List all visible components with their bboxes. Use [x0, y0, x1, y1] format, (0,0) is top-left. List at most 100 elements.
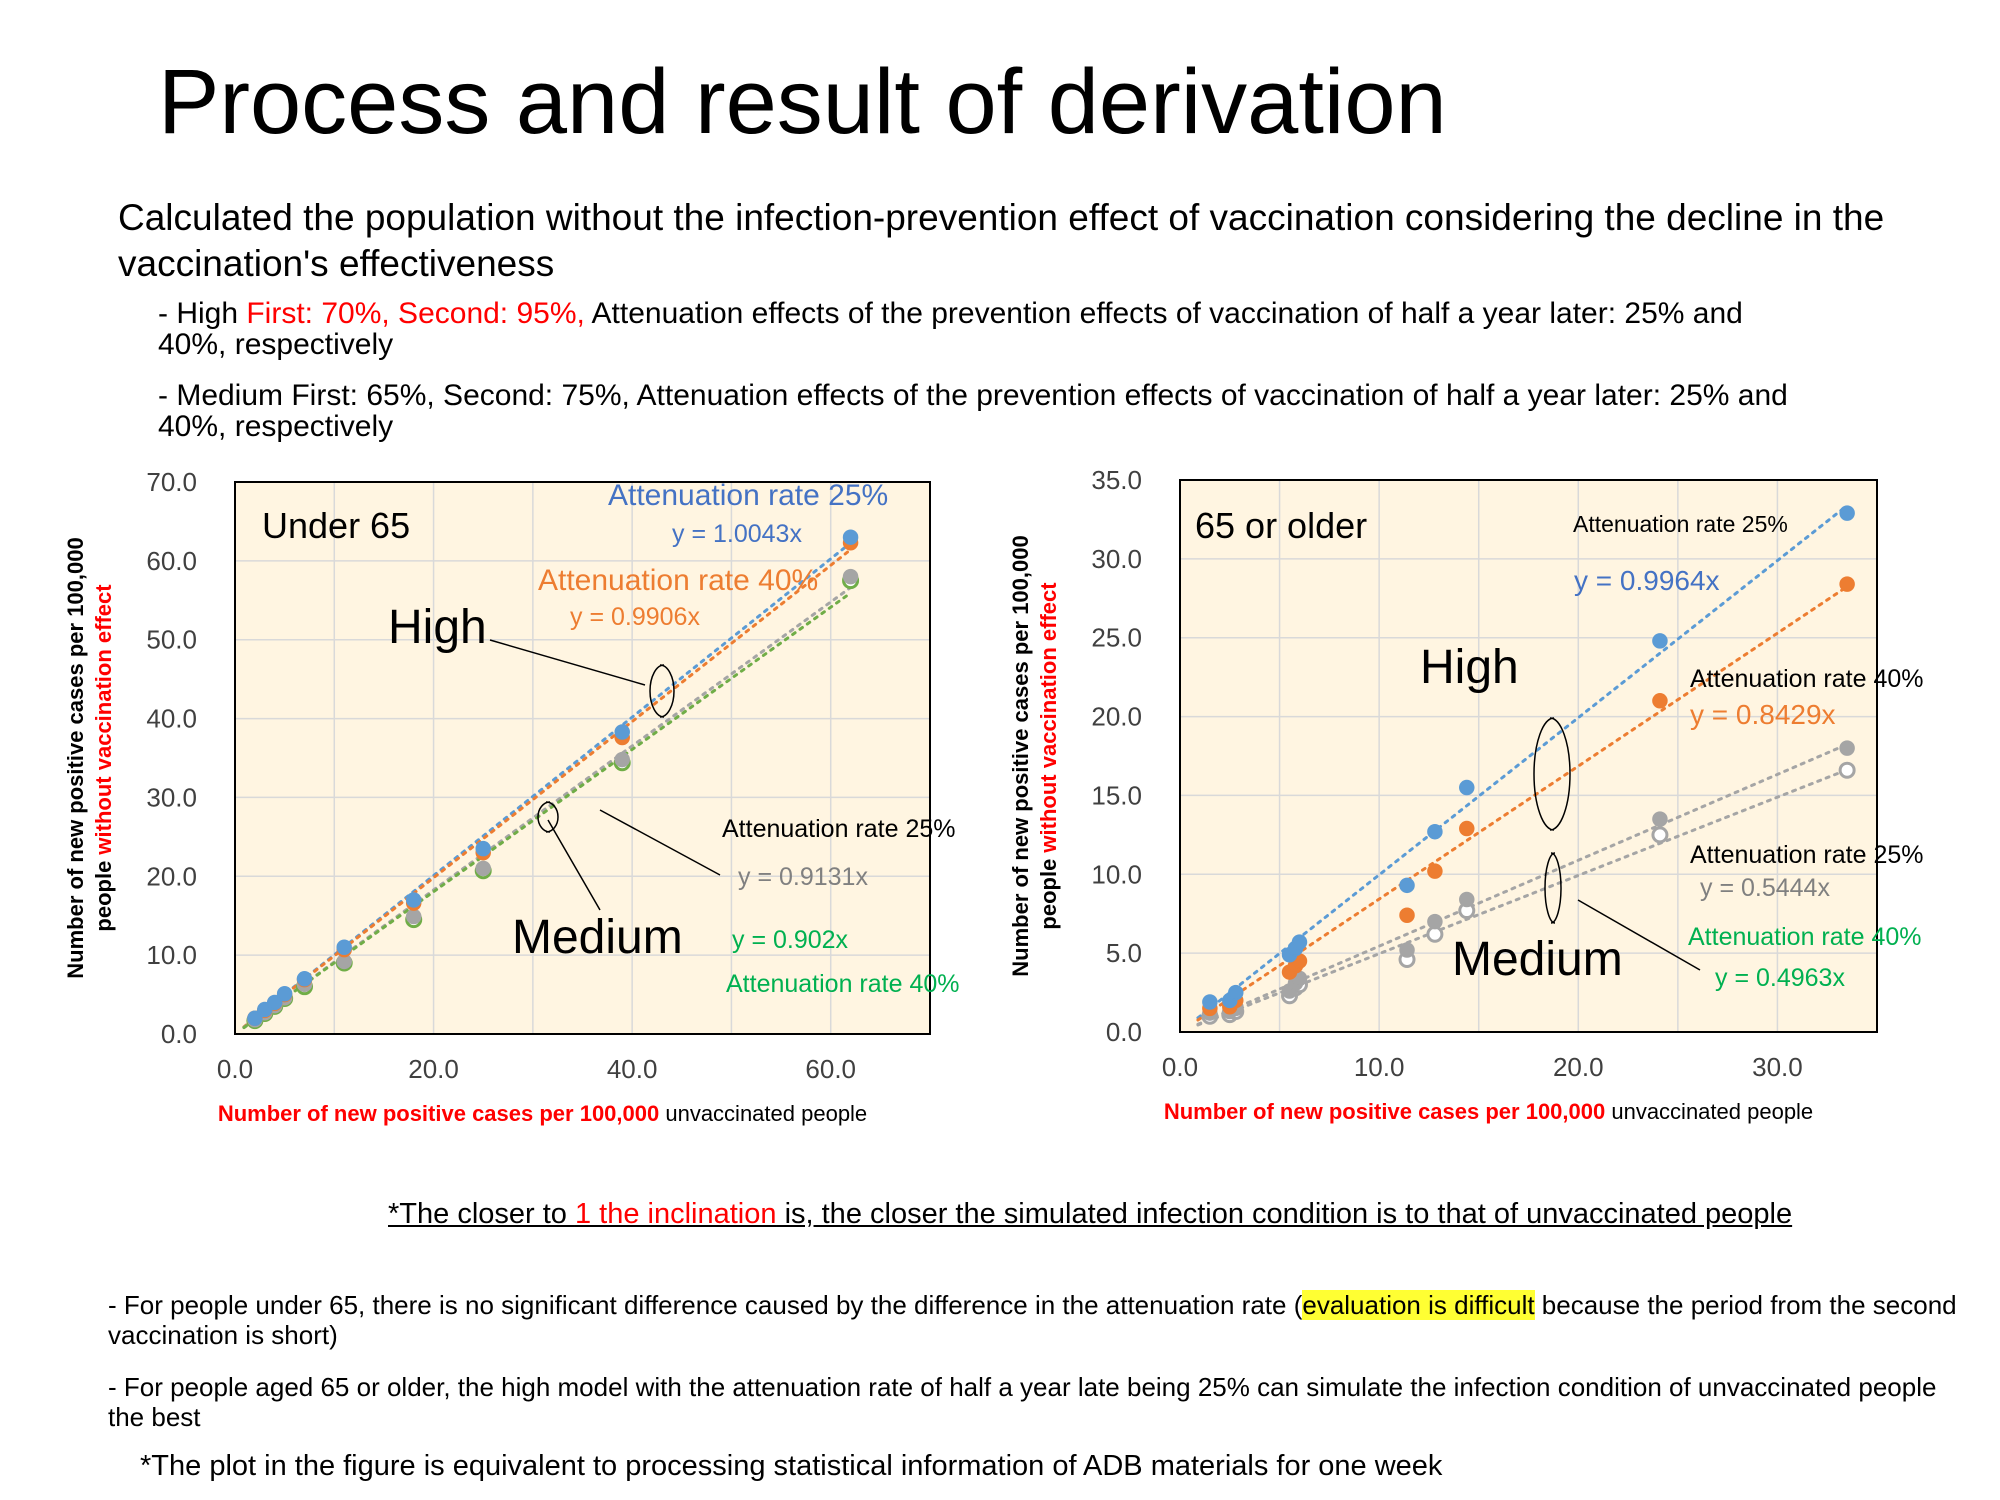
trendline-med40	[242, 591, 853, 1030]
data-point-med25	[475, 860, 491, 877]
trendline-high25	[1196, 504, 1849, 1020]
group-label-high: High	[388, 601, 487, 654]
y-tick-label: 25.0	[1091, 623, 1142, 653]
x-tick-label: 60.0	[805, 1054, 856, 1084]
slope-note-emphasis: 1 the inclination	[574, 1198, 777, 1230]
bullet-high-pre: - High	[158, 297, 247, 330]
bullet-high: - High First: 70%, Second: 95%, Attenuat…	[158, 298, 1818, 360]
x-tick-label: 20.0	[408, 1054, 459, 1084]
data-point-high25	[1459, 779, 1475, 796]
y-axis-title-line1: Number of new positive cases per 100,000	[1008, 535, 1033, 976]
annotation-leader	[489, 639, 646, 686]
y-tick-label: 15.0	[1091, 780, 1142, 810]
plot-border	[1179, 479, 1878, 1033]
trend-equation-med25: y = 0.9131x	[738, 863, 868, 891]
observation-65-or-older: - For people aged 65 or older, the high …	[108, 1372, 1937, 1432]
slope-note: *The closer to 1 the inclination is, the…	[388, 1198, 1792, 1231]
annotation-bracket	[1544, 852, 1556, 924]
annotation-bracket	[537, 801, 551, 833]
data-point-med25	[1399, 942, 1415, 958]
data-point-high25	[1202, 994, 1218, 1010]
slope-note-pre: *The closer to	[388, 1198, 575, 1230]
data-point-high25	[614, 724, 630, 740]
series-label-med40: Attenuation rate 40%	[1688, 923, 1922, 951]
series-label-high40: Attenuation rate 40%	[1690, 665, 1924, 693]
page-subtitle: Calculated the population without the in…	[118, 197, 1885, 284]
data-point-high40	[1399, 907, 1415, 924]
annotation-bracket	[1549, 717, 1571, 831]
y-tick-label: 10.0	[1091, 859, 1142, 889]
y-axis-title-line2-start: people	[91, 855, 116, 932]
annotation-bracket	[545, 801, 559, 833]
slope-note-post: is, the closer the simulated infection c…	[776, 1198, 1793, 1230]
data-point-med25	[614, 751, 630, 768]
series-label-med40: Attenuation rate 40%	[726, 970, 960, 998]
data-point-med25	[1427, 913, 1443, 930]
y-tick-label: 0.0	[1106, 1017, 1142, 1047]
data-point-high25	[296, 971, 313, 987]
x-axis-title-emphasis: Number of new positive cases per 100,000	[1164, 1099, 1605, 1124]
data-point-med25	[1652, 811, 1668, 827]
data-point-high25	[405, 892, 422, 908]
observation-under-65-pre: - For people under 65, there is no signi…	[108, 1290, 1303, 1320]
y-axis-title-line1: Number of new positive cases per 100,000	[63, 537, 88, 978]
x-tick-label: 10.0	[1354, 1052, 1405, 1082]
data-point-med40	[1651, 826, 1669, 844]
data-point-high40	[1427, 863, 1443, 879]
x-axis-title: Number of new positive cases per 100,000…	[1164, 1099, 1813, 1124]
group-label-high: High	[1420, 641, 1519, 694]
bullet-medium: - Medium First: 65%, Second: 75%, Attenu…	[158, 379, 1788, 443]
y-axis-title: Number of new positive cases per 100,000…	[1008, 535, 1061, 976]
x-axis-title-emphasis: Number of new positive cases per 100,000	[218, 1101, 659, 1126]
data-point-high40	[1652, 693, 1668, 709]
y-tick-label: 0.0	[161, 1019, 197, 1049]
y-tick-label: 70.0	[146, 467, 197, 497]
series-label-high40: Attenuation rate 40%	[538, 564, 818, 597]
y-tick-label: 20.0	[146, 861, 197, 891]
trend-equation-high40: y = 0.8429x	[1690, 699, 1836, 730]
observation-highlight: evaluation is difficult	[1302, 1290, 1535, 1320]
observation-under-65-post: because the period from the second vacci…	[108, 1290, 1957, 1350]
data-point-high40	[1459, 820, 1475, 837]
y-tick-label: 10.0	[146, 940, 197, 970]
data-point-med25	[842, 568, 859, 585]
data-point-med25	[1839, 740, 1855, 756]
data-point-med40	[1838, 761, 1856, 779]
trend-equation-high40: y = 0.9906x	[570, 603, 700, 631]
y-axis-title-line2-emphasis: without vaccination effect	[91, 584, 116, 856]
y-tick-label: 50.0	[146, 625, 197, 655]
annotation-bracket	[1550, 852, 1562, 924]
annotation-leader	[1577, 899, 1701, 971]
annotation-bracket	[1533, 717, 1555, 831]
series-label-high25: Attenuation rate 25%	[1573, 511, 1788, 537]
x-tick-label: 20.0	[1553, 1052, 1604, 1082]
data-point-high25	[475, 840, 491, 857]
trend-equation-med40: y = 0.4963x	[1715, 964, 1845, 992]
annotation-bracket	[659, 664, 675, 718]
x-axis-title-rest: unvaccinated people	[659, 1101, 867, 1126]
chart-65-or-older: 0.0 5.0 10.0 15.0 20.0 25.0 30.0 35.0 0.0 10.0 20.…	[1008, 465, 1924, 1124]
x-axis-title: Number of new positive cases per 100,000…	[218, 1101, 867, 1126]
data-point-high25	[1399, 877, 1415, 894]
data-point-high25	[1839, 505, 1855, 521]
data-point-high25	[1228, 984, 1244, 1001]
trend-equation-high25: y = 1.0043x	[672, 520, 802, 548]
annotation-leader	[547, 819, 601, 911]
series-label-med25: Attenuation rate 25%	[1690, 841, 1924, 869]
panel-label: Under 65	[262, 505, 410, 546]
data-point-high25	[247, 1010, 263, 1026]
plot-source-note: *The plot in the figure is equivalent to…	[140, 1450, 1443, 1482]
y-tick-label: 20.0	[1091, 702, 1142, 732]
x-axis-title-rest: unvaccinated people	[1605, 1099, 1813, 1124]
panel-label: 65 or older	[1195, 505, 1367, 546]
trend-equation-med25: y = 0.5444x	[1700, 874, 1830, 902]
y-tick-label: 60.0	[146, 546, 197, 576]
trend-equation-high25: y = 0.9964x	[1574, 565, 1720, 596]
x-tick-label: 40.0	[607, 1054, 658, 1084]
chart-under-65: 0.0 10.0 20.0 30.0 40.0 50.0 60.0 70.0 0.0 20.0 40…	[63, 467, 960, 1126]
data-point-high25	[1427, 823, 1443, 840]
annotation-leader	[599, 809, 721, 876]
y-axis-title-line2-emphasis: without vaccination effect	[1036, 582, 1061, 854]
data-point-high25	[1291, 934, 1308, 950]
bullet-high-post: Attenuation effects of the prevention ef…	[158, 297, 1743, 361]
